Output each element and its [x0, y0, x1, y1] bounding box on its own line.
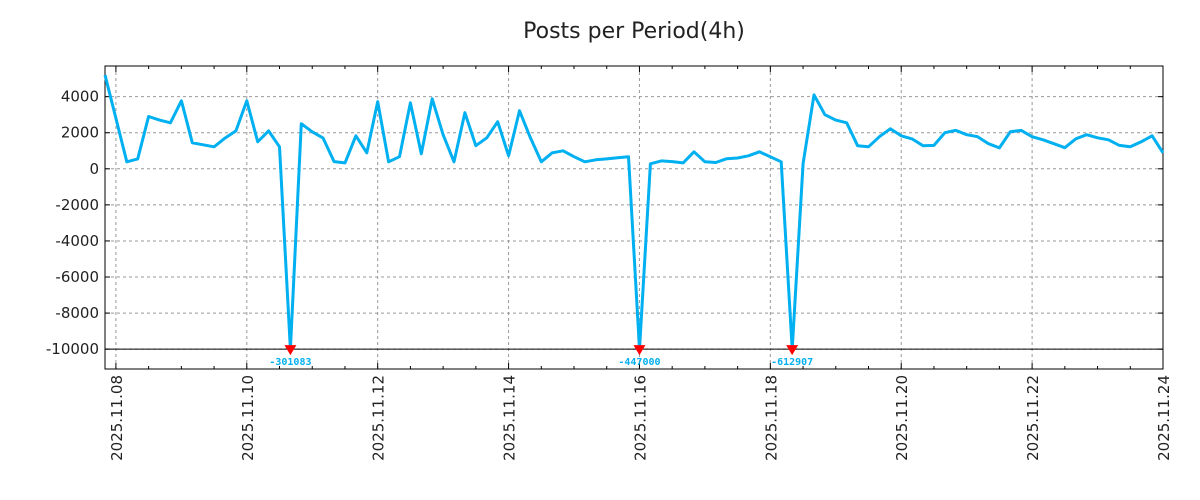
clip-marker-icon: [786, 345, 799, 356]
clip-marker-icon: [284, 345, 297, 356]
x-tick-label: 2025.11.18: [762, 375, 780, 461]
series-line: [103, 74, 1165, 351]
x-tick-label: 2025.11.14: [501, 375, 519, 461]
clip-value-label: -447000: [618, 357, 660, 368]
grid: [105, 66, 1164, 369]
x-tick-label: 2025.11.08: [108, 375, 126, 461]
y-tick-label: -6000: [55, 268, 99, 286]
y-tick-label: 4000: [61, 88, 99, 106]
x-tick-label: 2025.11.12: [370, 375, 388, 461]
clip-markers: -301083 -447000 -612907: [269, 345, 813, 368]
clip-value-label: -612907: [771, 357, 813, 368]
y-tick-label: -8000: [55, 304, 99, 322]
y-tick-label: 0: [89, 160, 99, 178]
axes: 4000 2000 0 -2000 -4000 -6000 -8000 -10000 2025.…: [46, 65, 1173, 461]
clip-value-label: -301083: [269, 357, 311, 368]
chart-title: Posts per Period(4h): [523, 19, 745, 44]
plot-frame: [104, 65, 1164, 370]
series-posts: [103, 74, 1165, 351]
x-tick-label: 2025.11.10: [239, 375, 257, 461]
y-tick-label: -2000: [55, 196, 99, 214]
y-tick-label: -10000: [46, 340, 99, 358]
clip-marker-icon: [633, 345, 646, 356]
y-tick-label: -4000: [55, 232, 99, 250]
x-tick-label: 2025.11.24: [1155, 375, 1173, 461]
x-tick-label: 2025.11.20: [893, 375, 911, 461]
y-tick-label: 2000: [61, 124, 99, 142]
x-tick-label: 2025.11.16: [631, 375, 649, 461]
x-tick-label: 2025.11.22: [1024, 375, 1042, 461]
